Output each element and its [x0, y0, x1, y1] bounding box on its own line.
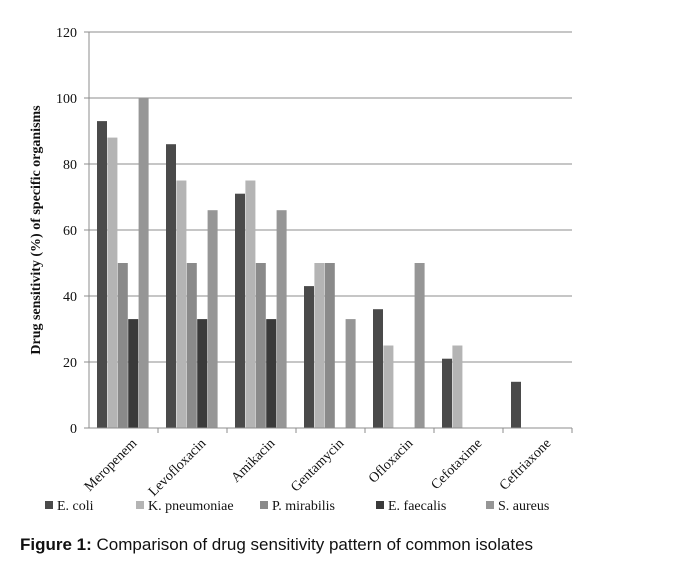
y-tick-label: 60	[63, 224, 77, 239]
x-tick-label: Ofloxacin	[366, 436, 416, 486]
bar	[442, 358, 452, 428]
caption-label: Figure 1:	[20, 535, 92, 554]
legend: E. coli K. pneumoniae P. mirabilis E. faeca…	[45, 499, 549, 514]
axes	[84, 31, 573, 433]
bar	[414, 263, 425, 428]
bar	[383, 345, 394, 428]
caption-text: Comparison of drug sensitivity pattern o…	[91, 535, 534, 554]
legend-entry: S. aureus	[486, 499, 549, 514]
legend-label: P. mirabilis	[272, 499, 335, 514]
y-tick-label: 80	[63, 158, 77, 173]
legend-entry: E. coli	[45, 499, 94, 514]
x-tick-label: Cefotaxime	[429, 436, 486, 493]
bar	[266, 319, 277, 428]
bar	[207, 210, 218, 428]
bar	[511, 381, 521, 428]
y-tick-label: 120	[56, 26, 77, 41]
legend-entry: E. faecalis	[376, 499, 446, 514]
bar	[97, 121, 107, 428]
bar	[138, 98, 149, 428]
bar	[255, 263, 266, 428]
bar	[166, 144, 176, 428]
bar	[304, 286, 314, 428]
legend-label: K. pneumoniae	[148, 499, 234, 514]
figure-caption: Figure 1: Comparison of drug sensitivity…	[20, 535, 690, 555]
legend-label: E. coli	[57, 499, 94, 514]
bar	[107, 137, 118, 428]
bar-chart: 0 20 40 60 80 100 120 Meropenem Levofloxacin Amik…	[29, 26, 573, 514]
bar	[452, 345, 463, 428]
y-tick-label: 0	[70, 422, 77, 437]
x-tick-label: Amikacin	[229, 436, 279, 486]
bar	[197, 319, 208, 428]
legend-swatch	[486, 501, 494, 509]
bar	[276, 210, 287, 428]
y-tick-label: 100	[56, 92, 77, 107]
legend-entry: K. pneumoniae	[136, 499, 234, 514]
legend-entry: P. mirabilis	[260, 499, 335, 514]
bar	[128, 319, 139, 428]
legend-swatch	[45, 501, 53, 509]
x-tick-label: Ceftriaxone	[497, 436, 554, 493]
x-tick-label: Meropenem	[82, 436, 141, 495]
legend-swatch	[376, 501, 384, 509]
tick-labels: 0 20 40 60 80 100 120 Meropenem Levofloxacin Amik…	[56, 26, 554, 500]
y-tick-label: 20	[63, 356, 77, 371]
y-tick-label: 40	[63, 290, 77, 305]
x-tick-label: Gentamycin	[288, 436, 347, 495]
legend-swatch	[136, 501, 144, 509]
y-axis-title: Drug sensitivity (%) of specific organis…	[29, 105, 44, 355]
bar	[186, 263, 197, 428]
bar	[245, 180, 256, 428]
bar	[373, 309, 383, 428]
bar	[117, 263, 128, 428]
bar	[314, 263, 325, 428]
bar	[345, 319, 356, 428]
x-tick-label: Levofloxacin	[146, 436, 209, 499]
legend-swatch	[260, 501, 268, 509]
bar	[235, 193, 245, 428]
bars	[97, 98, 521, 428]
bar	[176, 180, 187, 428]
bar	[324, 263, 335, 428]
legend-label: E. faecalis	[388, 499, 446, 514]
legend-label: S. aureus	[498, 499, 549, 514]
